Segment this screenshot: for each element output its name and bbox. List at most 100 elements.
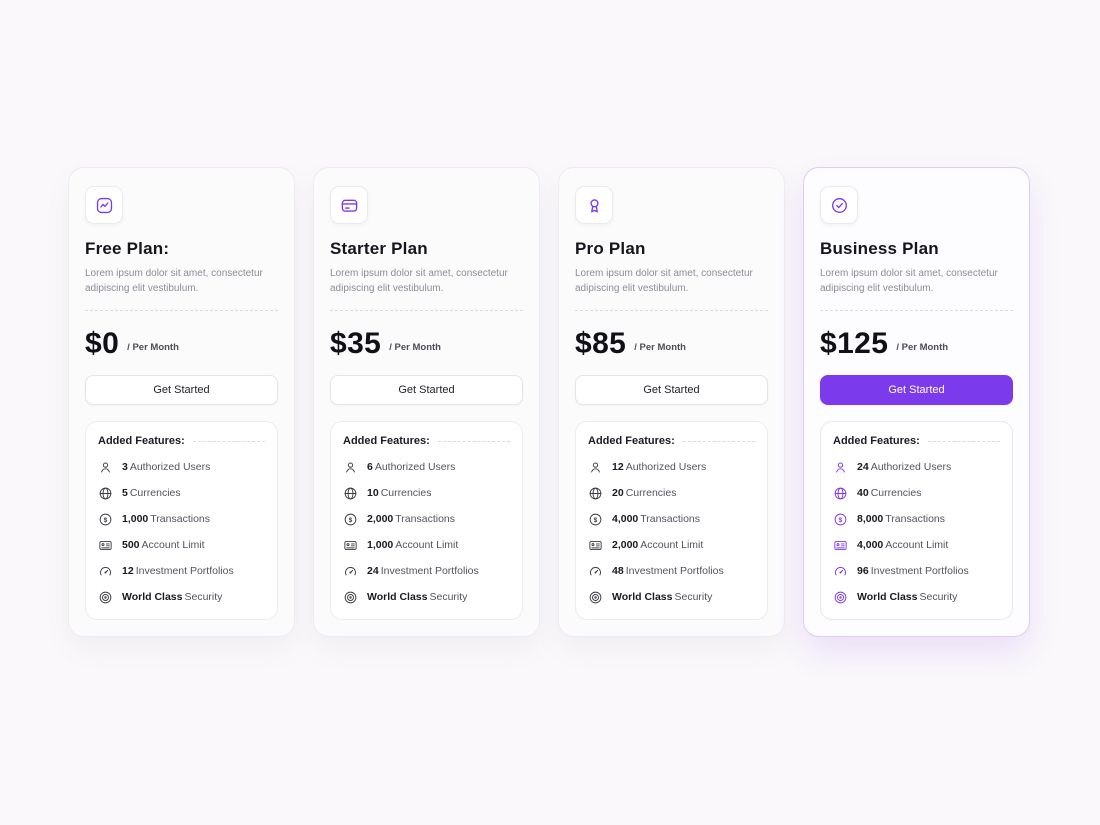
feature-item: 12 Investment Portfolios: [98, 564, 265, 579]
feature-value: 12: [612, 461, 624, 473]
dollar-circle-icon: $: [343, 512, 358, 527]
features-list: 6 Authorized Users 10 Currencies $2,000 Trans…: [343, 460, 510, 605]
feature-value: 40: [857, 487, 869, 499]
features-label: Added Features:: [833, 435, 920, 447]
feature-label: Security: [429, 591, 468, 603]
svg-text:$: $: [104, 517, 108, 524]
features-panel: Added Features: 3 Authorized Users 5 Curren…: [85, 421, 278, 620]
feature-text: World Class Security: [122, 590, 222, 605]
feature-item: 96 Investment Portfolios: [833, 564, 1000, 579]
features-label: Added Features:: [343, 435, 430, 447]
features-header: Added Features:: [98, 435, 265, 447]
globe-icon: [343, 486, 358, 501]
feature-value: 4,000: [612, 513, 639, 525]
feature-item: World Class Security: [833, 590, 1000, 605]
features-panel: Added Features: 12 Authorized Users 20 Curr…: [575, 421, 768, 620]
feature-label: Authorized Users: [374, 461, 456, 473]
feature-item: 10 Currencies: [343, 486, 510, 501]
feature-text: World Class Security: [612, 590, 712, 605]
plan-title: Business Plan: [820, 239, 939, 258]
svg-text:$: $: [349, 517, 353, 524]
feature-label: Account Limit: [885, 539, 949, 551]
feature-item: 3 Authorized Users: [98, 460, 265, 475]
feature-text: 2,000 Account Limit: [612, 538, 703, 553]
feature-item: 5 Currencies: [98, 486, 265, 501]
feature-value: 6: [367, 461, 373, 473]
plan-price: $0: [85, 327, 120, 360]
feature-item: 1,000 Account Limit: [343, 538, 510, 553]
medal-icon: [585, 196, 604, 215]
feature-item: 20 Currencies: [588, 486, 755, 501]
feature-text: 12 Investment Portfolios: [122, 564, 234, 579]
get-started-button[interactable]: Get Started: [820, 375, 1013, 405]
get-started-button[interactable]: Get Started: [85, 375, 278, 405]
price-row: $125 / Per Month: [820, 327, 1013, 361]
features-dash-line: [927, 440, 1000, 442]
features-header: Added Features:: [588, 435, 755, 447]
feature-text: 10 Currencies: [367, 486, 431, 501]
feature-value: 1,000: [122, 513, 149, 525]
feature-value: 24: [857, 461, 869, 473]
features-label: Added Features:: [98, 435, 185, 447]
feature-item: 24 Authorized Users: [833, 460, 1000, 475]
feature-item: 12 Authorized Users: [588, 460, 755, 475]
feature-value: 4,000: [857, 539, 884, 551]
feature-label: Investment Portfolios: [380, 565, 479, 577]
feature-text: World Class Security: [857, 590, 957, 605]
feature-label: Transactions: [395, 513, 455, 525]
plan-price: $35: [330, 327, 382, 360]
target-icon: [343, 590, 358, 605]
feature-value: 500: [122, 539, 140, 551]
pricing-card-starter: Starter Plan Lorem ipsum dolor sit amet,…: [313, 167, 540, 637]
feature-label: Currencies: [625, 487, 677, 499]
feature-value: 2,000: [367, 513, 394, 525]
feature-item: 4,000 Account Limit: [833, 538, 1000, 553]
plan-period: / Per Month: [896, 341, 949, 353]
plan-price: $85: [575, 327, 627, 360]
price-row: $35 / Per Month: [330, 327, 523, 361]
feature-item: 24 Investment Portfolios: [343, 564, 510, 579]
feature-value: 3: [122, 461, 128, 473]
feature-label: Currencies: [129, 487, 181, 499]
price-row: $85 / Per Month: [575, 327, 768, 361]
plan-period: / Per Month: [389, 341, 441, 353]
feature-label: Currencies: [870, 487, 922, 499]
plan-icon-box: [330, 186, 368, 224]
divider: [820, 310, 1013, 311]
divider: [330, 310, 523, 311]
feature-text: 48 Investment Portfolios: [612, 564, 724, 579]
feature-value: 8,000: [857, 513, 884, 525]
plan-description: Lorem ipsum dolor sit amet, consectetur …: [330, 268, 508, 294]
feature-label: Authorized Users: [625, 461, 707, 473]
feature-item: 6 Authorized Users: [343, 460, 510, 475]
gauge-icon: [833, 564, 848, 579]
card-icon: [343, 538, 358, 553]
features-label: Added Features:: [588, 435, 675, 447]
features-list: 3 Authorized Users 5 Currencies $1,000 Transa…: [98, 460, 265, 605]
globe-icon: [98, 486, 113, 501]
activity-frame-icon: [95, 196, 114, 215]
feature-item: World Class Security: [588, 590, 755, 605]
feature-text: 1,000 Account Limit: [367, 538, 458, 553]
feature-item: World Class Security: [98, 590, 265, 605]
get-started-button[interactable]: Get Started: [330, 375, 523, 405]
features-header: Added Features:: [343, 435, 510, 447]
dollar-circle-icon: $: [98, 512, 113, 527]
globe-icon: [588, 486, 603, 501]
features-dash-line: [192, 440, 265, 442]
feature-label: Investment Portfolios: [625, 565, 724, 577]
feature-label: Security: [184, 591, 223, 603]
plan-title: Pro Plan: [575, 239, 646, 258]
feature-value: World Class: [857, 591, 918, 603]
pricing-card-business: Business Plan Lorem ipsum dolor sit amet…: [803, 167, 1030, 637]
plan-title: Starter Plan: [330, 239, 428, 258]
feature-label: Transactions: [885, 513, 945, 525]
dollar-circle-icon: $: [833, 512, 848, 527]
plan-icon-box: [85, 186, 123, 224]
price-row: $0 / Per Month: [85, 327, 278, 361]
feature-value: 2,000: [612, 539, 639, 551]
get-started-button[interactable]: Get Started: [575, 375, 768, 405]
feature-label: Security: [919, 591, 958, 603]
features-panel: Added Features: 6 Authorized Users 10 Curre…: [330, 421, 523, 620]
card-icon: [833, 538, 848, 553]
